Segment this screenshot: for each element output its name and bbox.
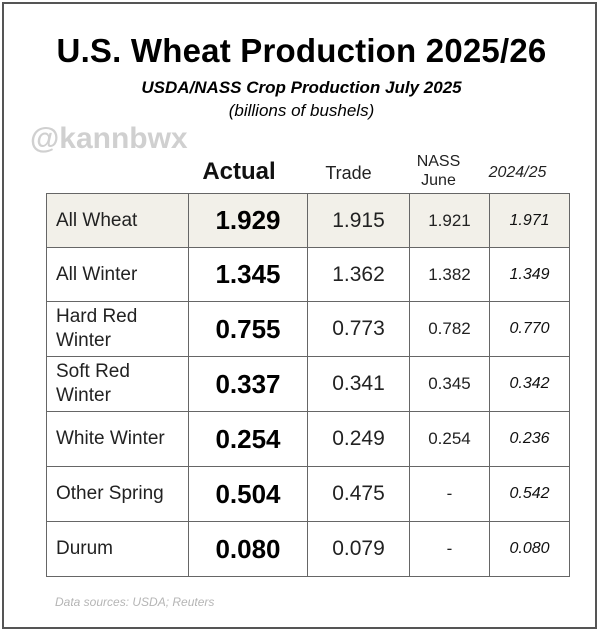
actual-value: 1.929 [188, 193, 308, 248]
trade-value: 1.915 [307, 193, 410, 248]
row-label: Durum [46, 521, 189, 577]
units-note: (billions of bushels) [228, 101, 375, 120]
table-row: Other Spring 0.504 0.475 - 0.542 [46, 466, 570, 522]
table-row: All Wheat 1.929 1.915 1.921 1.971 [46, 193, 570, 248]
production-table: All Wheat 1.929 1.915 1.921 1.971 All Wi… [46, 193, 570, 577]
row-label: Hard Red Winter [46, 301, 189, 357]
page-title: U.S. Wheat Production 2025/26 [56, 32, 547, 69]
nass-value: 1.382 [409, 247, 490, 302]
row-label: Other Spring [46, 466, 189, 522]
subtitle: USDA/NASS Crop Production July 2025 [141, 78, 462, 97]
trade-value: 0.341 [307, 356, 410, 412]
table-row: All Winter 1.345 1.362 1.382 1.349 [46, 247, 570, 302]
actual-value: 0.337 [188, 356, 308, 412]
row-label: All Winter [46, 247, 189, 302]
nass-value: 0.254 [409, 411, 490, 467]
row-label: Soft Red Winter [46, 356, 189, 412]
trade-value: 0.079 [307, 521, 410, 577]
trade-value: 0.773 [307, 301, 410, 357]
column-header-2024-25: 2024/25 [488, 164, 547, 181]
watermark: @kannbwx [30, 122, 188, 155]
row-label: All Wheat [46, 193, 189, 248]
prev-year-value: 1.971 [489, 193, 570, 248]
table-row: Soft Red Winter 0.337 0.341 0.345 0.342 [46, 356, 570, 412]
nass-value: - [409, 466, 490, 522]
prev-year-value: 0.542 [489, 466, 570, 522]
column-header-nass-june: NASS June [416, 153, 461, 189]
trade-value: 0.475 [307, 466, 410, 522]
nass-value: 0.782 [409, 301, 490, 357]
nass-value: - [409, 521, 490, 577]
nass-value: 0.345 [409, 356, 490, 412]
actual-value: 0.080 [188, 521, 308, 577]
trade-value: 0.249 [307, 411, 410, 467]
actual-value: 1.345 [188, 247, 308, 302]
table-row: Hard Red Winter 0.755 0.773 0.782 0.770 [46, 301, 570, 357]
table-row: Durum 0.080 0.079 - 0.080 [46, 521, 570, 577]
prev-year-value: 0.080 [489, 521, 570, 577]
actual-value: 0.254 [188, 411, 308, 467]
table-row: White Winter 0.254 0.249 0.254 0.236 [46, 411, 570, 467]
source-note: Data sources: USDA; Reuters [55, 595, 215, 609]
row-label: White Winter [46, 411, 189, 467]
column-header-actual: Actual [202, 158, 276, 185]
prev-year-value: 0.342 [489, 356, 570, 412]
trade-value: 1.362 [307, 247, 410, 302]
prev-year-value: 0.236 [489, 411, 570, 467]
column-header-trade: Trade [325, 163, 372, 183]
prev-year-value: 1.349 [489, 247, 570, 302]
actual-value: 0.504 [188, 466, 308, 522]
actual-value: 0.755 [188, 301, 308, 357]
nass-value: 1.921 [409, 193, 490, 248]
prev-year-value: 0.770 [489, 301, 570, 357]
